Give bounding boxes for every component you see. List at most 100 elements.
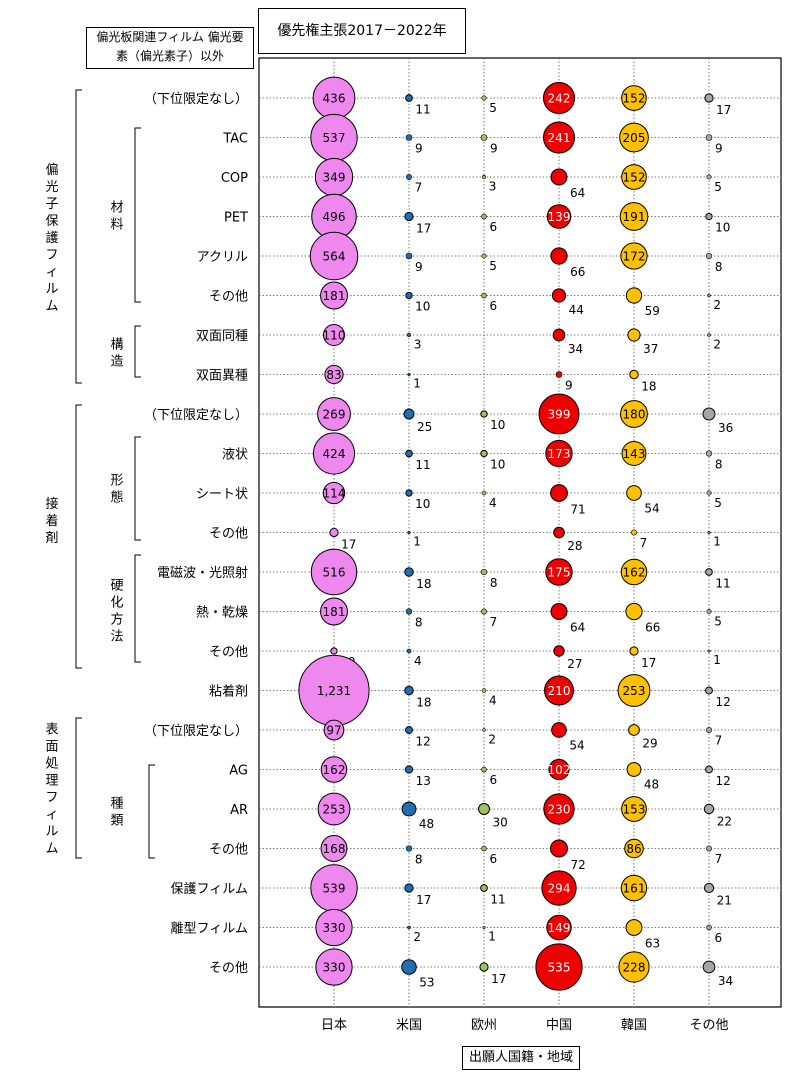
bubble: [406, 332, 412, 338]
data-label: 114: [323, 487, 346, 501]
bubble: [405, 252, 413, 260]
bubble: [320, 281, 348, 310]
data-label: 228: [623, 961, 646, 975]
data-label: 181: [323, 289, 346, 303]
data-label: 424: [323, 447, 346, 461]
row-label: （下位限定なし）: [144, 92, 248, 107]
bubble: [707, 293, 711, 298]
bubble: [482, 728, 486, 732]
bubble: [403, 408, 415, 420]
corner-note: 偏光板関連フィルム 偏光要 素（偏光素子）以外: [86, 27, 254, 69]
bubble: [706, 490, 712, 496]
data-label: 175: [548, 566, 571, 580]
bubble: [621, 796, 647, 822]
data-label: 537: [323, 131, 346, 145]
bubble: [542, 81, 576, 115]
bubble: [619, 202, 649, 231]
data-label: 54: [569, 738, 584, 752]
data-label: 9: [415, 142, 423, 156]
data-label: 4: [414, 654, 422, 668]
bubble: [628, 724, 640, 736]
data-label: 3: [489, 180, 497, 194]
data-label: 72: [570, 858, 585, 872]
bubble: [480, 134, 488, 141]
bubble: [480, 410, 488, 418]
data-label: 17: [491, 972, 506, 986]
data-label: 2: [488, 732, 496, 746]
data-label: 9: [715, 142, 723, 156]
group-label: ル: [45, 282, 58, 297]
row-label: その他: [209, 961, 248, 976]
data-label: 2: [713, 337, 721, 351]
bubble: [620, 242, 648, 270]
data-label: 1: [488, 930, 496, 944]
bubble: [481, 688, 487, 693]
subgroup-label: 造: [110, 355, 123, 370]
row-label: アクリル: [197, 250, 248, 265]
bubble: [705, 686, 713, 695]
data-label: 5: [489, 101, 497, 115]
row-label: 液状: [222, 448, 248, 463]
group-label: ム: [45, 842, 58, 857]
group-label: ム: [45, 299, 58, 314]
bubble: [626, 485, 642, 501]
bubble: [401, 801, 417, 817]
data-label: 8: [415, 615, 423, 629]
bubble: [546, 914, 572, 941]
data-label: 172: [623, 250, 646, 264]
data-label: 11: [415, 458, 430, 472]
row-label: シート状: [196, 487, 248, 502]
data-label: 7: [715, 852, 723, 866]
data-label: 2: [413, 930, 421, 944]
bubble: [404, 567, 414, 577]
data-label: 6: [489, 773, 497, 787]
data-label: 516: [323, 566, 346, 580]
bubble: [620, 874, 648, 902]
bubble: [330, 647, 338, 655]
bubble: [405, 291, 413, 300]
data-label: 161: [623, 882, 646, 896]
subgroup-label: 形: [110, 474, 123, 489]
subgroup-bracket: [134, 325, 141, 378]
bubble: [481, 845, 487, 852]
data-label: 18: [416, 577, 431, 591]
data-label: 496: [323, 210, 346, 224]
subgroup-label: 料: [110, 218, 123, 233]
subgroup-bracket: [148, 764, 155, 859]
bubble: [405, 845, 413, 852]
subgroup-label: 法: [110, 630, 123, 645]
bubble: [404, 883, 414, 893]
row-label: その他: [209, 527, 248, 542]
data-label: 149: [548, 921, 571, 935]
bubble: [629, 369, 639, 380]
bubble: [535, 943, 583, 991]
x-tick-label: 日本: [321, 1018, 347, 1033]
data-label: 11: [715, 576, 730, 590]
data-label: 230: [548, 803, 571, 817]
row-label: AR: [230, 803, 248, 818]
bubble: [621, 441, 647, 466]
data-label: 12: [715, 774, 730, 788]
group-label: フ: [45, 248, 58, 263]
row-label: その他: [209, 843, 248, 858]
bubble: [405, 449, 413, 458]
bubble: [619, 122, 649, 153]
bubble: [323, 719, 345, 741]
bubble: [625, 602, 643, 621]
group-label: 護: [45, 230, 58, 246]
data-label: 241: [548, 131, 571, 145]
bubble: [705, 450, 713, 457]
data-label: 7: [715, 734, 723, 748]
bubble: [553, 526, 565, 539]
subgroup-label: 態: [110, 490, 123, 506]
data-label: 8: [490, 576, 498, 590]
bubble: [544, 675, 574, 706]
bubble: [620, 558, 648, 586]
data-label: 564: [323, 250, 346, 264]
data-label: 253: [623, 684, 646, 698]
data-label: 18: [641, 380, 656, 394]
data-label: 10: [490, 458, 505, 472]
bubble: [309, 231, 359, 281]
row-label: 離型フィルム: [171, 922, 248, 937]
subgroup-bracket: [134, 127, 141, 303]
